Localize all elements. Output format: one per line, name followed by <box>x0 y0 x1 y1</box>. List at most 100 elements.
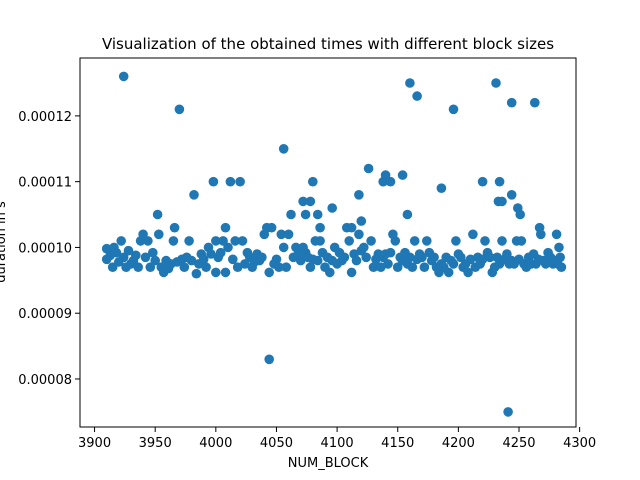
data-point <box>264 267 275 278</box>
data-point <box>232 262 243 273</box>
plot-frame <box>79 57 577 428</box>
data-point <box>168 236 179 246</box>
data-point <box>556 262 567 273</box>
data-point <box>189 190 199 200</box>
x-tick-label: 3950 <box>139 436 172 451</box>
data-point <box>383 259 393 269</box>
data-point <box>497 196 507 207</box>
y-tick-label: 0.00009 <box>18 307 72 322</box>
data-point <box>480 236 490 246</box>
data-point <box>412 91 422 101</box>
data-point <box>536 229 546 240</box>
data-point <box>359 242 369 253</box>
data-point <box>315 236 325 246</box>
data-point <box>286 209 296 220</box>
x-tick-label: 4300 <box>563 436 596 451</box>
data-point <box>169 222 180 233</box>
data-point <box>300 209 311 220</box>
data-point <box>468 229 478 240</box>
data-point <box>230 236 240 246</box>
data-point <box>140 252 151 263</box>
data-point <box>515 209 525 220</box>
data-point <box>118 71 129 82</box>
data-point <box>116 236 126 246</box>
data-point <box>376 262 386 273</box>
data-point <box>417 252 427 263</box>
data-point <box>274 262 284 273</box>
plot-area <box>80 58 576 427</box>
x-tick-label: 4100 <box>321 436 354 451</box>
x-tick-label: 3900 <box>78 436 111 451</box>
data-point <box>555 252 565 263</box>
data-point <box>305 262 316 273</box>
data-point <box>503 407 513 417</box>
data-point <box>298 196 308 207</box>
data-point <box>346 222 357 233</box>
data-point <box>215 247 226 258</box>
data-point <box>494 176 505 187</box>
data-point <box>223 242 233 253</box>
data-point <box>405 252 415 263</box>
x-tick-label: 4250 <box>502 436 535 451</box>
data-point <box>346 267 357 278</box>
data-point <box>208 176 219 187</box>
data-point <box>150 255 160 266</box>
data-point <box>179 262 190 273</box>
data-point <box>138 229 148 240</box>
data-point <box>201 262 211 273</box>
data-point <box>266 222 277 233</box>
data-point <box>485 252 495 263</box>
data-point <box>429 252 439 263</box>
data-point <box>339 252 350 263</box>
y-tick-label: 0.00008 <box>18 373 72 388</box>
data-point <box>402 209 413 220</box>
data-point <box>436 183 447 193</box>
data-point <box>325 267 335 278</box>
data-point <box>271 254 282 265</box>
data-point <box>551 229 562 240</box>
data-point <box>327 203 338 213</box>
data-point <box>448 104 459 115</box>
data-point <box>237 236 248 246</box>
data-point <box>456 252 466 263</box>
data-point <box>385 247 396 258</box>
data-point <box>497 236 507 246</box>
data-point <box>407 262 418 273</box>
data-point <box>228 254 238 265</box>
data-point <box>530 97 540 108</box>
data-point <box>174 104 185 115</box>
data-point <box>463 267 473 278</box>
data-point <box>354 190 364 200</box>
data-point <box>278 144 289 154</box>
data-point <box>225 176 236 187</box>
x-axis-ticks: 3900 3950 4000 4050 4100 4150 4200 4250 4300 <box>78 427 596 451</box>
data-point <box>390 236 401 246</box>
data-point <box>385 176 396 187</box>
data-point <box>516 236 527 246</box>
data-point <box>220 267 231 278</box>
data-point <box>211 236 221 246</box>
data-point <box>295 255 306 266</box>
data-point <box>220 222 231 233</box>
x-tick-label: 4050 <box>260 436 293 451</box>
data-point <box>264 354 275 365</box>
data-point <box>206 249 216 259</box>
data-point <box>278 242 289 253</box>
data-point <box>506 97 517 108</box>
x-tick-label: 4200 <box>442 436 475 451</box>
data-point <box>312 209 323 220</box>
data-point <box>312 255 323 266</box>
data-point <box>118 252 129 263</box>
y-tick-label: 0.00010 <box>18 241 72 256</box>
data-point <box>448 259 459 269</box>
data-point <box>308 176 318 187</box>
data-point <box>451 236 461 246</box>
data-point <box>133 262 143 273</box>
data-point <box>131 250 141 261</box>
data-point <box>154 229 164 240</box>
data-point <box>397 170 408 180</box>
data-point <box>354 229 364 240</box>
data-point <box>145 262 156 273</box>
y-tick-label: 0.00011 <box>18 176 72 191</box>
data-point <box>380 170 391 180</box>
